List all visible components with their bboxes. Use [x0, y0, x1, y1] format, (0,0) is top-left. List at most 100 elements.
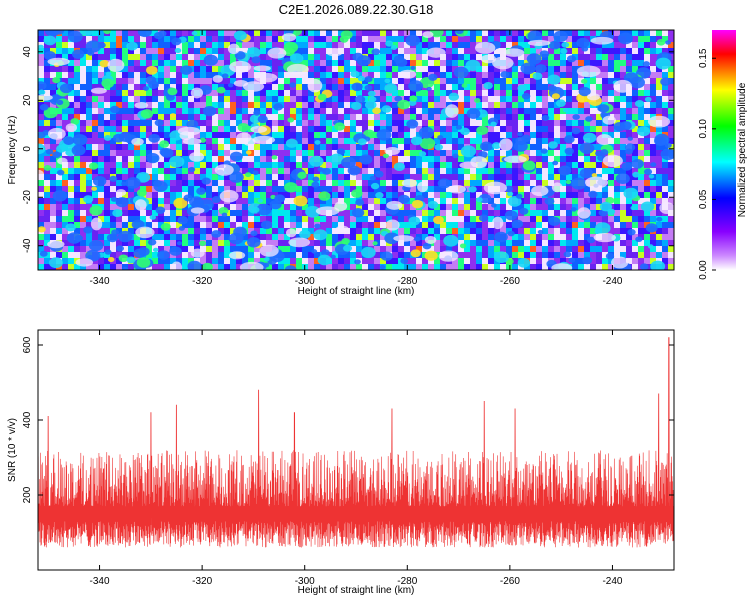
heatmap-blob	[233, 226, 247, 238]
heatmap-cell	[116, 150, 122, 156]
heatmap-blob	[48, 257, 63, 269]
heatmap-cell	[446, 246, 452, 252]
heatmap-cell	[284, 84, 290, 90]
heatmap-cell	[356, 48, 362, 54]
heatmap-cell	[326, 264, 332, 270]
heatmap-cell	[74, 108, 80, 114]
heatmap-cell	[80, 72, 86, 78]
heatmap-cell	[104, 174, 110, 180]
heatmap-blob	[625, 143, 636, 152]
heatmap-cell	[80, 216, 86, 222]
heatmap-cell	[530, 84, 536, 90]
heatmap-cell	[188, 78, 194, 84]
heatmap-blob	[493, 251, 509, 263]
heatmap-cell	[590, 204, 596, 210]
heatmap-blob	[211, 196, 221, 204]
heatmap-blob	[600, 149, 609, 156]
heatmap-cell	[494, 204, 500, 210]
heatmap-cell	[218, 102, 224, 108]
heatmap-cell	[38, 234, 44, 240]
heatmap-cell	[116, 78, 122, 84]
heatmap-blob	[490, 121, 497, 127]
heatmap-cell	[428, 96, 434, 102]
heatmap-cell	[164, 264, 170, 270]
heatmap-blob	[635, 236, 643, 243]
heatmap-blob	[422, 242, 432, 250]
heatmap-cell	[140, 180, 146, 186]
heatmap-cell	[398, 174, 404, 180]
heatmap-cell	[110, 90, 116, 96]
heatmap-blob	[535, 64, 547, 73]
heatmap-cell	[332, 186, 338, 192]
heatmap-cell	[74, 156, 80, 162]
heatmap-cell	[590, 240, 596, 246]
heatmap-cell	[428, 66, 434, 72]
heatmap-blob	[500, 71, 510, 79]
heatmap-cell	[356, 120, 362, 126]
heatmap-blob	[285, 138, 298, 148]
heatmap-cell	[452, 222, 458, 228]
heatmap-blob	[216, 86, 226, 94]
colorbar-tick-label: 0.10	[698, 119, 709, 139]
heatmap-cell	[104, 138, 110, 144]
heatmap-cell	[344, 84, 350, 90]
heatmap-cell	[548, 210, 554, 216]
heatmap-cell	[38, 204, 44, 210]
heatmap-blob	[343, 244, 353, 252]
heatmap-cell	[38, 138, 44, 144]
heatmap-cell	[524, 240, 530, 246]
heatmap-cell	[98, 138, 104, 144]
heatmap-cell	[626, 96, 632, 102]
heatmap-cell	[524, 78, 530, 84]
heatmap-cell	[152, 96, 158, 102]
heatmap-blob	[214, 164, 234, 176]
heatmap-cell	[434, 258, 440, 264]
heatmap-cell	[374, 180, 380, 186]
heatmap-cell	[614, 36, 620, 42]
heatmap-cell	[536, 150, 542, 156]
heatmap-cell	[128, 156, 134, 162]
heatmap-blob	[611, 256, 629, 269]
heatmap-cell	[212, 258, 218, 264]
heatmap-cell	[566, 84, 572, 90]
heatmap-cell	[428, 150, 434, 156]
heatmap-cell	[74, 246, 80, 252]
heatmap-cell	[542, 90, 548, 96]
heatmap-cell	[422, 90, 428, 96]
heatmap-blob	[369, 175, 376, 181]
heatmap-cell	[254, 222, 260, 228]
heatmap-cell	[554, 114, 560, 120]
heatmap-cell	[338, 258, 344, 264]
heatmap-cell	[170, 48, 176, 54]
heatmap-blob	[372, 107, 381, 115]
heatmap-cell	[116, 48, 122, 54]
heatmap-cell	[218, 186, 224, 192]
heatmap-cell	[656, 150, 662, 156]
heatmap-cell	[344, 66, 350, 72]
heatmap-cell	[482, 120, 488, 126]
heatmap-cell	[212, 144, 218, 150]
heatmap-cell	[500, 168, 506, 174]
heatmap-cell	[458, 258, 464, 264]
heatmap-cell	[272, 162, 278, 168]
heatmap-cell	[296, 84, 302, 90]
heatmap-cell	[344, 192, 350, 198]
heatmap-cell	[242, 192, 248, 198]
heatmap-cell	[614, 228, 620, 234]
heatmap-blob	[537, 229, 544, 235]
heatmap-cell	[182, 144, 188, 150]
heatmap-blob	[133, 248, 146, 259]
heatmap-cell	[86, 180, 92, 186]
heatmap-cell	[284, 90, 290, 96]
heatmap-cell	[92, 144, 98, 150]
heatmap-cell	[350, 222, 356, 228]
heatmap-cell	[164, 198, 170, 204]
heatmap-cell	[362, 114, 368, 120]
heatmap-cell	[140, 216, 146, 222]
heatmap-cell	[632, 120, 638, 126]
heatmap-cell	[128, 72, 134, 78]
heatmap-cell	[68, 54, 74, 60]
heatmap-cell	[650, 126, 656, 132]
heatmap-cell	[44, 258, 50, 264]
heatmap-cell	[68, 114, 74, 120]
